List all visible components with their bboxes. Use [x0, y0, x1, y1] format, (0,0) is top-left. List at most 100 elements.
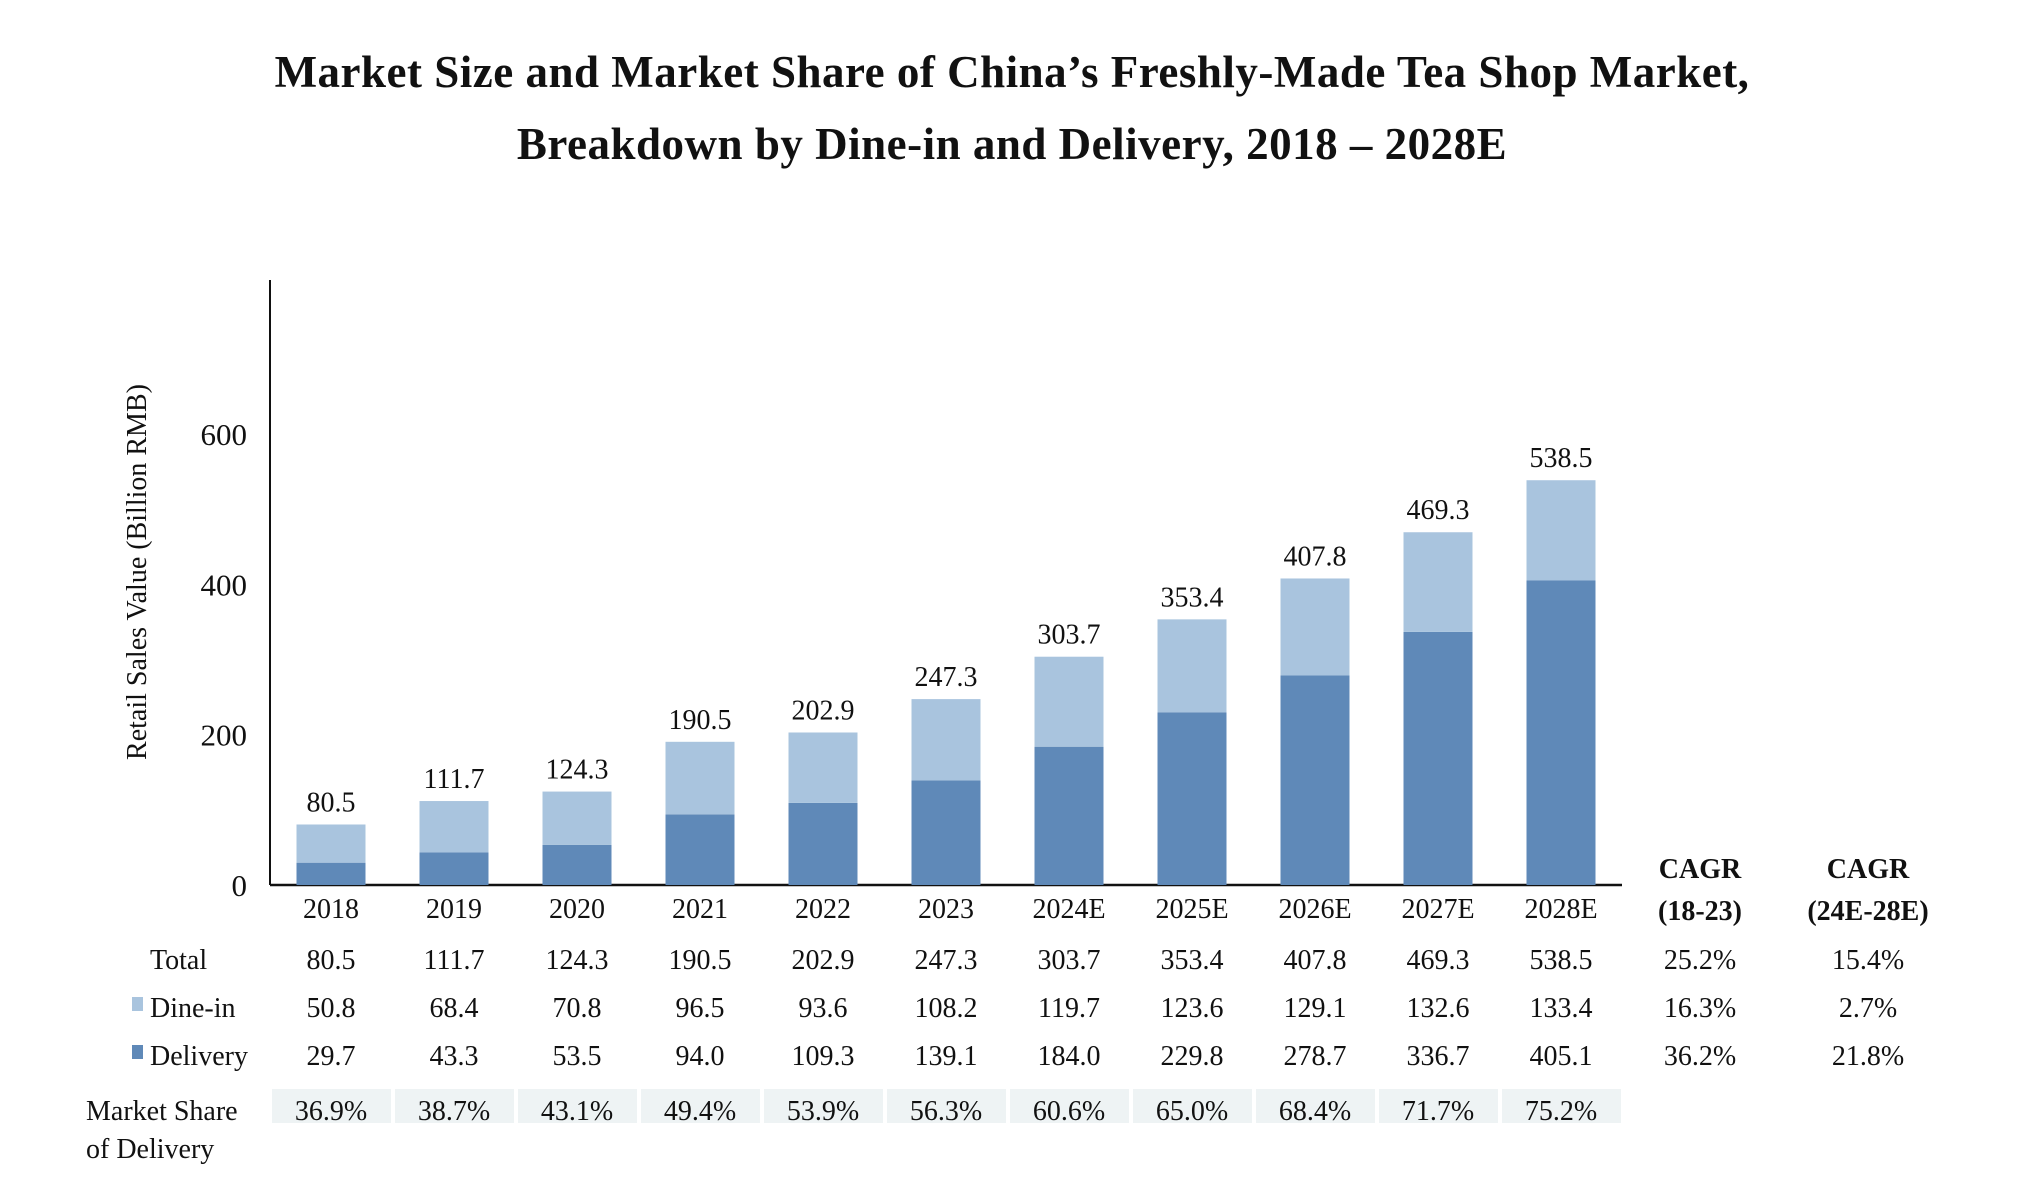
table-cell: 29.7 — [307, 1041, 356, 1072]
table-cell: 353.4 — [1161, 945, 1224, 976]
table-row-label: Dine-in — [150, 993, 236, 1024]
bar-delivery-2025E — [1157, 712, 1227, 885]
bar-delivery-2023 — [911, 780, 981, 885]
x-tick-label: 2028E — [1524, 894, 1597, 925]
table-cell: 190.5 — [669, 945, 732, 976]
table-cell: 111.7 — [424, 945, 485, 976]
data-label-total: 247.3 — [915, 662, 978, 693]
table-row-label: Delivery — [150, 1041, 248, 1072]
table-cell: 53.5 — [553, 1041, 602, 1072]
table-cell: 80.5 — [307, 945, 356, 976]
cagr-header: CAGR — [1659, 854, 1742, 885]
market-share-cell-bg — [887, 1089, 1006, 1123]
market-share-cell-bg — [1502, 1089, 1621, 1123]
cagr-cell: 25.2% — [1664, 945, 1736, 976]
table-cell: 407.8 — [1284, 945, 1347, 976]
y-tick-label: 600 — [201, 417, 248, 452]
table-cell: 405.1 — [1530, 1041, 1593, 1072]
x-tick-label: 2019 — [426, 894, 482, 925]
bar-delivery-2021 — [665, 814, 735, 885]
bar-dine-in-2027E — [1403, 532, 1473, 632]
table-cell: 229.8 — [1161, 1041, 1224, 1072]
bar-dine-in-2018 — [296, 824, 366, 863]
y-tick-label: 0 — [232, 868, 248, 903]
x-tick-label: 2020 — [549, 894, 605, 925]
bar-delivery-2027E — [1403, 631, 1473, 885]
x-tick-label: 2025E — [1155, 894, 1228, 925]
market-share-cell: 49.4% — [664, 1096, 736, 1127]
cagr-cell: 15.4% — [1832, 945, 1904, 976]
market-share-cell: 71.7% — [1402, 1096, 1474, 1127]
market-share-label: Market Share — [86, 1096, 238, 1127]
table-cell: 96.5 — [676, 993, 725, 1024]
table-cell: 123.6 — [1161, 993, 1224, 1024]
market-share-cell: 36.9% — [295, 1096, 367, 1127]
data-label-total: 202.9 — [792, 695, 855, 726]
market-share-cell-bg — [641, 1089, 760, 1123]
x-tick-label: 2024E — [1032, 894, 1105, 925]
table-cell: 469.3 — [1407, 945, 1470, 976]
market-share-cell: 60.6% — [1033, 1096, 1105, 1127]
table-cell: 184.0 — [1038, 1041, 1101, 1072]
market-share-cell-bg — [1010, 1089, 1129, 1123]
market-share-label-line2: of Delivery — [86, 1134, 214, 1165]
market-share-cell: 38.7% — [418, 1096, 490, 1127]
table-cell: 202.9 — [792, 945, 855, 976]
legend-swatch-dine-in — [132, 997, 143, 1011]
bar-delivery-2019 — [419, 852, 489, 885]
table-cell: 108.2 — [915, 993, 978, 1024]
x-tick-label: 2023 — [918, 894, 974, 925]
table-cell: 109.3 — [792, 1041, 855, 1072]
table-cell: 50.8 — [307, 993, 356, 1024]
table-cell: 303.7 — [1038, 945, 1101, 976]
cagr-cell: 2.7% — [1839, 993, 1897, 1024]
x-tick-label: 2027E — [1401, 894, 1474, 925]
table-cell: 278.7 — [1284, 1041, 1347, 1072]
table-cell: 68.4 — [430, 993, 479, 1024]
y-tick-label: 400 — [201, 567, 248, 602]
cagr-cell: 21.8% — [1832, 1041, 1904, 1072]
market-share-cell-bg — [518, 1089, 637, 1123]
bar-delivery-2022 — [788, 802, 858, 885]
data-label-total: 124.3 — [546, 755, 609, 786]
market-share-cell-bg — [272, 1089, 391, 1123]
bar-dine-in-2021 — [665, 741, 735, 815]
table-row-label: Total — [150, 945, 207, 976]
y-tick-label: 200 — [201, 718, 248, 753]
data-label-total: 353.4 — [1161, 582, 1224, 613]
table-cell: 129.1 — [1284, 993, 1347, 1024]
cagr-cell: 16.3% — [1664, 993, 1736, 1024]
table-cell: 124.3 — [546, 945, 609, 976]
table-cell: 93.6 — [799, 993, 848, 1024]
market-share-cell-bg — [764, 1089, 883, 1123]
x-tick-label: 2022 — [795, 894, 851, 925]
x-tick-label: 2026E — [1278, 894, 1351, 925]
x-tick-label: 2018 — [303, 894, 359, 925]
table-cell: 336.7 — [1407, 1041, 1470, 1072]
data-label-total: 111.7 — [424, 764, 485, 795]
bar-delivery-2020 — [542, 844, 612, 885]
y-axis-label: Retail Sales Value (Billion RMB) — [122, 384, 153, 760]
bar-dine-in-2020 — [542, 791, 612, 845]
cagr-cell: 36.2% — [1664, 1041, 1736, 1072]
bar-dine-in-2019 — [419, 801, 489, 853]
table-cell: 139.1 — [915, 1041, 978, 1072]
bar-dine-in-2025E — [1157, 619, 1227, 713]
bar-delivery-2026E — [1280, 675, 1350, 885]
cagr-header: CAGR — [1827, 854, 1910, 885]
table-cell: 43.3 — [430, 1041, 479, 1072]
bar-dine-in-2024E — [1034, 656, 1104, 747]
table-cell: 94.0 — [676, 1041, 725, 1072]
cagr-header-period: (24E-28E) — [1807, 896, 1928, 927]
bar-dine-in-2028E — [1526, 480, 1596, 581]
market-share-cell: 65.0% — [1156, 1096, 1228, 1127]
data-label-total: 190.5 — [669, 705, 732, 736]
bar-delivery-2024E — [1034, 746, 1104, 885]
market-share-cell: 75.2% — [1525, 1096, 1597, 1127]
chart-title-line1: Market Size and Market Share of China’s … — [274, 47, 1750, 97]
data-label-total: 407.8 — [1284, 541, 1347, 572]
market-share-cell: 43.1% — [541, 1096, 613, 1127]
market-share-cell-bg — [1133, 1089, 1252, 1123]
market-share-cell-bg — [1379, 1089, 1498, 1123]
